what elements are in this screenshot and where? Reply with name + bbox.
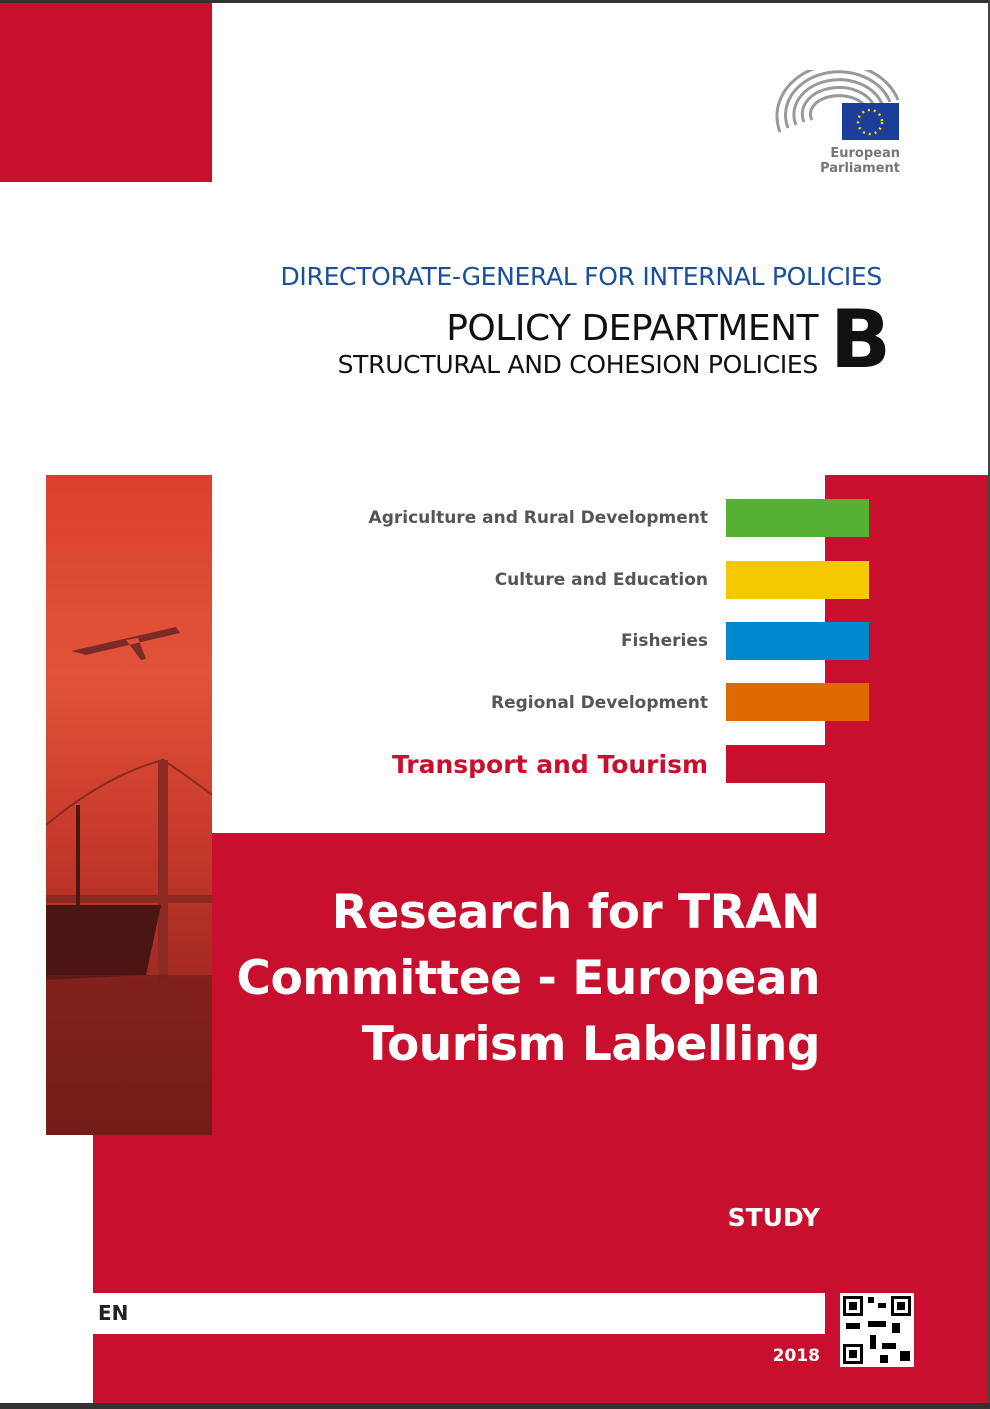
document-type: STUDY bbox=[727, 1203, 820, 1232]
directorate-title: DIRECTORATE-GENERAL FOR INTERNAL POLICIE… bbox=[280, 262, 882, 291]
publication-year: 2018 bbox=[772, 1346, 820, 1366]
policy-bar-culture bbox=[726, 561, 869, 599]
corner-red-block bbox=[0, 3, 212, 182]
european-parliament-logo: European Parliament bbox=[770, 62, 900, 176]
policy-label-culture: Culture and Education bbox=[494, 570, 708, 590]
language-strip bbox=[93, 1293, 825, 1334]
title-line-1: Research for TRAN bbox=[331, 885, 821, 940]
logo-text: European Parliament bbox=[820, 146, 900, 176]
hemicycle-icon bbox=[775, 62, 900, 142]
policy-label-fisheries: Fisheries bbox=[620, 631, 708, 651]
policy-bar-transport bbox=[726, 745, 869, 783]
cover-photo bbox=[46, 475, 212, 1135]
bottom-border bbox=[0, 1403, 990, 1409]
transport-photo-illustration bbox=[46, 627, 212, 1135]
policy-bar-regional bbox=[726, 683, 869, 721]
department-subtitle: STRUCTURAL AND COHESION POLICIES bbox=[337, 350, 819, 379]
language-code: EN bbox=[98, 1301, 129, 1325]
right-border bbox=[988, 0, 990, 1409]
policy-bar-fisheries bbox=[726, 622, 869, 660]
document-title: Research for TRAN Committee - European T… bbox=[212, 880, 821, 1078]
policy-label-regional: Regional Development bbox=[490, 693, 708, 713]
department-title: POLICY DEPARTMENT bbox=[446, 308, 818, 349]
title-line-3: Tourism Labelling bbox=[361, 1017, 821, 1072]
policy-label-agriculture: Agriculture and Rural Development bbox=[368, 508, 708, 528]
policy-bar-agriculture bbox=[726, 499, 869, 537]
qr-code-icon bbox=[840, 1293, 914, 1367]
department-letter: B bbox=[830, 293, 891, 386]
title-line-2: Committee - European bbox=[236, 951, 821, 1006]
top-border bbox=[0, 0, 990, 3]
policy-label-transport: Transport and Tourism bbox=[391, 750, 708, 779]
